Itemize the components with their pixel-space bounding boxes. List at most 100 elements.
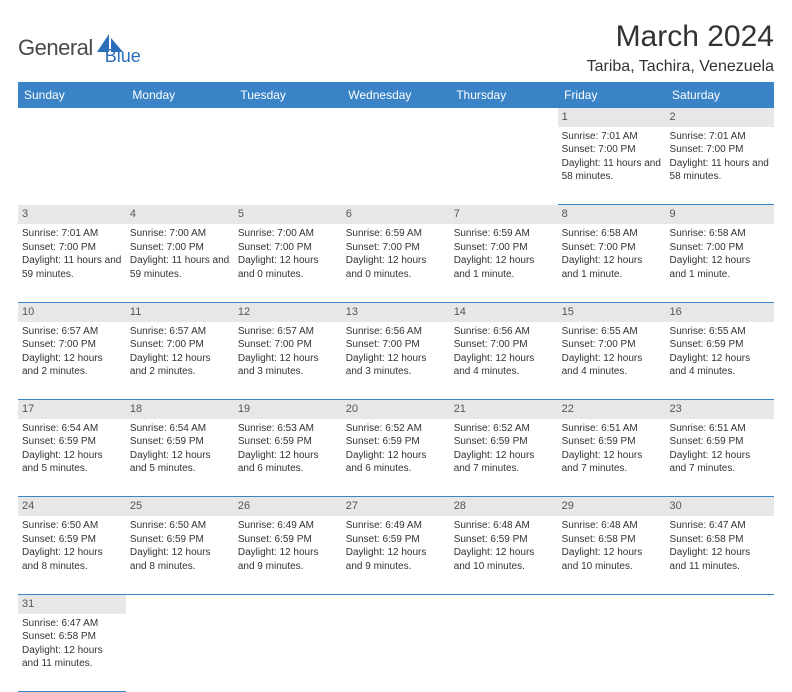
sunset-text: Sunset: 6:59 PM — [670, 338, 770, 352]
sunset-text: Sunset: 7:00 PM — [130, 338, 230, 352]
daylight-text: Daylight: 12 hours and 4 minutes. — [562, 352, 662, 379]
day-cell: Sunrise: 6:47 AMSunset: 6:58 PMDaylight:… — [666, 516, 774, 594]
sunset-text: Sunset: 7:00 PM — [562, 143, 662, 157]
day-cell — [234, 614, 342, 692]
day-number: 29 — [558, 497, 666, 516]
sunset-text: Sunset: 6:59 PM — [238, 435, 338, 449]
day-number — [342, 594, 450, 613]
sunset-text: Sunset: 7:00 PM — [562, 241, 662, 255]
sunrise-text: Sunrise: 6:55 AM — [670, 325, 770, 339]
sunrise-text: Sunrise: 6:47 AM — [670, 519, 770, 533]
day-cell: Sunrise: 6:53 AMSunset: 6:59 PMDaylight:… — [234, 419, 342, 497]
daylight-text: Daylight: 12 hours and 4 minutes. — [454, 352, 554, 379]
sunrise-text: Sunrise: 6:48 AM — [562, 519, 662, 533]
day-number — [126, 108, 234, 127]
sunrise-text: Sunrise: 6:56 AM — [346, 325, 446, 339]
daylight-text: Daylight: 12 hours and 3 minutes. — [238, 352, 338, 379]
day-cell: Sunrise: 6:52 AMSunset: 6:59 PMDaylight:… — [450, 419, 558, 497]
daylight-text: Daylight: 12 hours and 9 minutes. — [346, 546, 446, 573]
sunrise-text: Sunrise: 6:55 AM — [562, 325, 662, 339]
day-cell: Sunrise: 6:50 AMSunset: 6:59 PMDaylight:… — [18, 516, 126, 594]
day-number: 5 — [234, 205, 342, 224]
sunrise-text: Sunrise: 6:57 AM — [22, 325, 122, 339]
sunrise-text: Sunrise: 6:48 AM — [454, 519, 554, 533]
sunrise-text: Sunrise: 6:49 AM — [238, 519, 338, 533]
day-content-row: Sunrise: 7:01 AMSunset: 7:00 PMDaylight:… — [18, 127, 774, 205]
sunset-text: Sunset: 7:00 PM — [238, 241, 338, 255]
day-cell: Sunrise: 6:59 AMSunset: 7:00 PMDaylight:… — [342, 224, 450, 302]
day-content-row: Sunrise: 6:47 AMSunset: 6:58 PMDaylight:… — [18, 614, 774, 692]
day-number: 12 — [234, 302, 342, 321]
day-cell: Sunrise: 6:49 AMSunset: 6:59 PMDaylight:… — [342, 516, 450, 594]
logo: General Blue — [18, 20, 141, 67]
sunset-text: Sunset: 6:59 PM — [454, 435, 554, 449]
sunrise-text: Sunrise: 7:00 AM — [130, 227, 230, 241]
sunset-text: Sunset: 6:59 PM — [454, 533, 554, 547]
weekday-header: Tuesday — [234, 82, 342, 108]
sunrise-text: Sunrise: 6:50 AM — [22, 519, 122, 533]
day-cell: Sunrise: 6:47 AMSunset: 6:58 PMDaylight:… — [18, 614, 126, 692]
daylight-text: Daylight: 11 hours and 58 minutes. — [562, 157, 662, 184]
daylight-text: Daylight: 11 hours and 59 minutes. — [22, 254, 122, 281]
day-cell: Sunrise: 7:01 AMSunset: 7:00 PMDaylight:… — [666, 127, 774, 205]
day-cell: Sunrise: 6:55 AMSunset: 7:00 PMDaylight:… — [558, 322, 666, 400]
day-number: 13 — [342, 302, 450, 321]
sunrise-text: Sunrise: 6:52 AM — [346, 422, 446, 436]
day-cell: Sunrise: 6:55 AMSunset: 6:59 PMDaylight:… — [666, 322, 774, 400]
day-number: 7 — [450, 205, 558, 224]
day-cell — [342, 614, 450, 692]
title-block: March 2024 Tariba, Tachira, Venezuela — [587, 20, 774, 76]
day-cell: Sunrise: 6:58 AMSunset: 7:00 PMDaylight:… — [558, 224, 666, 302]
weekday-header: Friday — [558, 82, 666, 108]
day-cell: Sunrise: 6:51 AMSunset: 6:59 PMDaylight:… — [558, 419, 666, 497]
day-number: 25 — [126, 497, 234, 516]
day-cell: Sunrise: 6:57 AMSunset: 7:00 PMDaylight:… — [234, 322, 342, 400]
daylight-text: Daylight: 12 hours and 9 minutes. — [238, 546, 338, 573]
day-cell: Sunrise: 7:00 AMSunset: 7:00 PMDaylight:… — [126, 224, 234, 302]
sunrise-text: Sunrise: 6:54 AM — [130, 422, 230, 436]
day-number: 9 — [666, 205, 774, 224]
day-cell: Sunrise: 6:59 AMSunset: 7:00 PMDaylight:… — [450, 224, 558, 302]
day-cell — [450, 127, 558, 205]
day-number: 2 — [666, 108, 774, 127]
day-number: 17 — [18, 400, 126, 419]
sunset-text: Sunset: 7:00 PM — [346, 338, 446, 352]
day-number — [126, 594, 234, 613]
day-number: 22 — [558, 400, 666, 419]
daylight-text: Daylight: 12 hours and 8 minutes. — [130, 546, 230, 573]
day-number: 1 — [558, 108, 666, 127]
location: Tariba, Tachira, Venezuela — [587, 58, 774, 76]
logo-text-general: General — [18, 35, 93, 61]
day-number — [234, 594, 342, 613]
day-cell: Sunrise: 6:54 AMSunset: 6:59 PMDaylight:… — [18, 419, 126, 497]
day-content-row: Sunrise: 6:50 AMSunset: 6:59 PMDaylight:… — [18, 516, 774, 594]
day-cell — [450, 614, 558, 692]
daylight-text: Daylight: 12 hours and 6 minutes. — [238, 449, 338, 476]
day-number: 30 — [666, 497, 774, 516]
sunrise-text: Sunrise: 6:52 AM — [454, 422, 554, 436]
day-cell: Sunrise: 6:48 AMSunset: 6:58 PMDaylight:… — [558, 516, 666, 594]
day-cell — [666, 614, 774, 692]
day-content-row: Sunrise: 6:54 AMSunset: 6:59 PMDaylight:… — [18, 419, 774, 497]
sunset-text: Sunset: 6:59 PM — [346, 435, 446, 449]
sunset-text: Sunset: 6:59 PM — [22, 533, 122, 547]
day-cell — [558, 614, 666, 692]
day-number-row: 3456789 — [18, 205, 774, 224]
daylight-text: Daylight: 12 hours and 2 minutes. — [22, 352, 122, 379]
day-cell: Sunrise: 7:01 AMSunset: 7:00 PMDaylight:… — [18, 224, 126, 302]
day-number-row: 31 — [18, 594, 774, 613]
day-number: 21 — [450, 400, 558, 419]
day-number: 3 — [18, 205, 126, 224]
sunrise-text: Sunrise: 6:54 AM — [22, 422, 122, 436]
sunset-text: Sunset: 6:59 PM — [130, 533, 230, 547]
day-cell: Sunrise: 7:01 AMSunset: 7:00 PMDaylight:… — [558, 127, 666, 205]
sunrise-text: Sunrise: 6:50 AM — [130, 519, 230, 533]
sunset-text: Sunset: 6:59 PM — [238, 533, 338, 547]
daylight-text: Daylight: 12 hours and 3 minutes. — [346, 352, 446, 379]
sunset-text: Sunset: 7:00 PM — [454, 241, 554, 255]
day-number: 26 — [234, 497, 342, 516]
sunset-text: Sunset: 6:58 PM — [22, 630, 122, 644]
daylight-text: Daylight: 12 hours and 6 minutes. — [346, 449, 446, 476]
daylight-text: Daylight: 12 hours and 10 minutes. — [454, 546, 554, 573]
day-number — [666, 594, 774, 613]
